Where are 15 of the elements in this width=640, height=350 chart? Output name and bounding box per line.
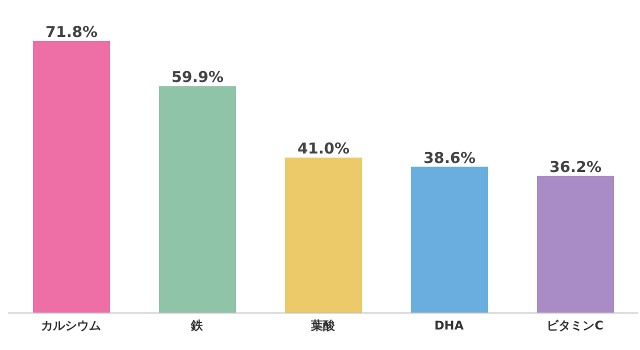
- data-label: 38.6%: [423, 148, 476, 167]
- bar: [537, 176, 614, 313]
- x-tick-label: 葉酸: [310, 318, 336, 333]
- data-label: 41.0%: [297, 140, 350, 158]
- data-label: 71.8%: [45, 23, 98, 41]
- bar: [33, 41, 110, 313]
- x-tick-label: カルシウム: [41, 318, 101, 333]
- x-tick-label: ビタミンC: [546, 318, 604, 333]
- x-tick-label: DHA: [434, 318, 464, 333]
- data-label: 59.9%: [171, 68, 224, 86]
- data-label: 36.2%: [549, 158, 602, 176]
- bar: [411, 166, 488, 313]
- bar: [285, 158, 362, 313]
- x-tick-label: 鉄: [190, 318, 204, 333]
- bar: [159, 86, 236, 313]
